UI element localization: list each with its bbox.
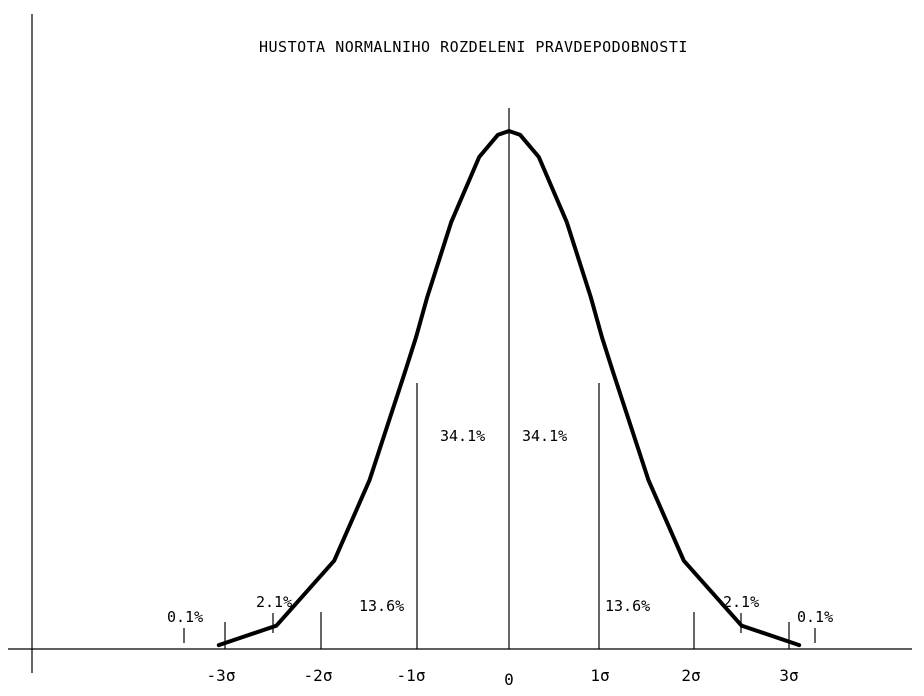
tick-zero: 0 <box>504 670 514 689</box>
tick-minus-3-sigma: -3σ <box>207 666 236 685</box>
label-right-34-1: 34.1% <box>522 427 567 445</box>
tick-plus-3-sigma: 3σ <box>779 666 798 685</box>
diagram-title: HUSTOTA NORMALNIHO ROZDELENI PRAVDEPODOB… <box>259 38 688 56</box>
label-left-34-1: 34.1% <box>440 427 485 445</box>
label-right-13-6: 13.6% <box>605 597 650 615</box>
label-right-2-1: 2.1% <box>723 593 759 611</box>
label-left-2-1: 2.1% <box>256 593 292 611</box>
bell-curve <box>216 129 802 648</box>
tick-plus-2-sigma: 2σ <box>681 666 700 685</box>
tick-minus-1-sigma: -1σ <box>397 666 426 685</box>
label-left-0-1: 0.1% <box>167 608 203 626</box>
tick-minus-2-sigma: -2σ <box>304 666 333 685</box>
label-right-0-1: 0.1% <box>797 608 833 626</box>
label-left-13-6: 13.6% <box>359 597 404 615</box>
tick-plus-1-sigma: 1σ <box>590 666 609 685</box>
